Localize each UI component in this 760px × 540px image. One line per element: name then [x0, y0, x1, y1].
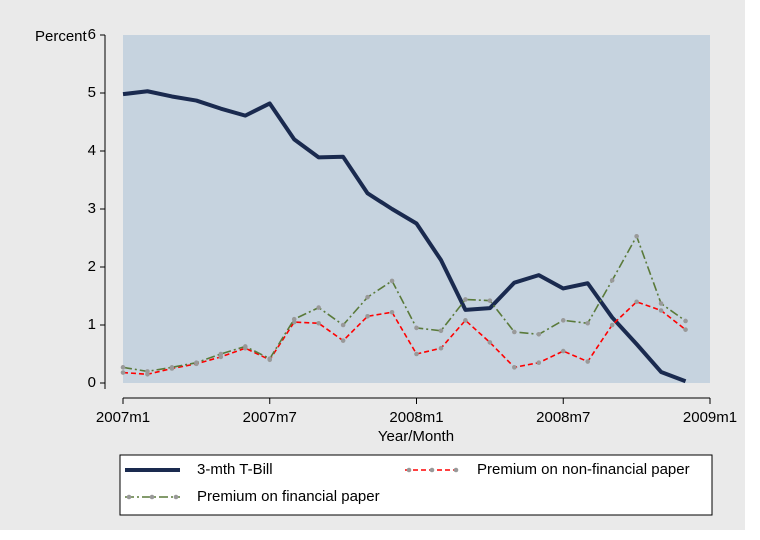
- x-tick-label: 2007m7: [243, 409, 297, 426]
- data-point: [389, 309, 395, 315]
- data-point: [120, 370, 126, 375]
- data-point: [414, 325, 419, 331]
- data-point: [585, 359, 591, 364]
- data-point: [560, 348, 566, 354]
- legend-label: 3-mth T-Bill: [197, 461, 273, 478]
- data-point: [634, 233, 639, 239]
- data-point: [560, 318, 566, 323]
- data-point: [609, 322, 615, 328]
- data-point: [487, 298, 493, 303]
- y-tick-label: 3: [88, 200, 96, 217]
- legend-marker: [453, 467, 459, 473]
- data-point: [658, 308, 664, 313]
- data-point: [438, 345, 444, 351]
- data-point: [389, 278, 395, 284]
- y-tick-label: 2: [88, 258, 96, 275]
- data-point: [194, 360, 199, 366]
- y-tick-label: 1: [88, 316, 96, 333]
- series-line: [122, 89, 687, 384]
- y-tick-label: 0: [88, 374, 96, 391]
- y-tick-label: 4: [88, 142, 96, 159]
- data-point: [414, 351, 419, 357]
- x-tick-label: 2009m1: [683, 409, 737, 426]
- data-point: [438, 328, 444, 334]
- data-point: [487, 340, 493, 345]
- data-point: [683, 318, 688, 324]
- data-point: [585, 320, 591, 326]
- data-point: [536, 331, 542, 337]
- data-point: [365, 294, 370, 300]
- legend-marker: [406, 467, 412, 473]
- data-point: [683, 327, 688, 332]
- data-point: [365, 314, 370, 319]
- data-point: [120, 365, 126, 370]
- legend-box: [119, 454, 713, 516]
- series-line: [122, 235, 687, 373]
- data-point: [169, 365, 175, 370]
- x-tick-label: 2008m7: [536, 409, 590, 426]
- data-point: [267, 356, 273, 361]
- data-point: [340, 338, 346, 343]
- data-point: [218, 351, 224, 357]
- data-point: [316, 320, 321, 326]
- x-axis-title: Year/Month: [378, 428, 454, 445]
- data-point: [512, 365, 517, 370]
- data-point: [536, 360, 542, 366]
- data-point: [340, 322, 346, 328]
- data-point: [291, 316, 297, 322]
- data-point: [316, 305, 321, 310]
- y-axis-title: Percent: [35, 28, 88, 45]
- data-point: [242, 344, 248, 349]
- y-tick-label: 6: [88, 26, 96, 43]
- legend-label: Premium on non-financial paper: [477, 461, 690, 478]
- legend-marker: [149, 494, 155, 500]
- legend-marker: [126, 494, 132, 500]
- data-point: [609, 278, 615, 283]
- data-point: [463, 297, 468, 302]
- data-point: [145, 369, 150, 374]
- x-tick-label: 2008m1: [389, 409, 443, 426]
- legend-label: Premium on financial paper: [197, 488, 380, 505]
- data-point: [512, 329, 517, 335]
- data-point: [463, 318, 468, 323]
- legend-marker: [429, 467, 435, 473]
- x-tick-label: 2007m1: [96, 409, 150, 426]
- data-point: [658, 301, 664, 306]
- legend-marker: [173, 494, 179, 500]
- data-point: [634, 299, 639, 305]
- y-tick-label: 5: [88, 84, 96, 101]
- series-line: [122, 301, 687, 376]
